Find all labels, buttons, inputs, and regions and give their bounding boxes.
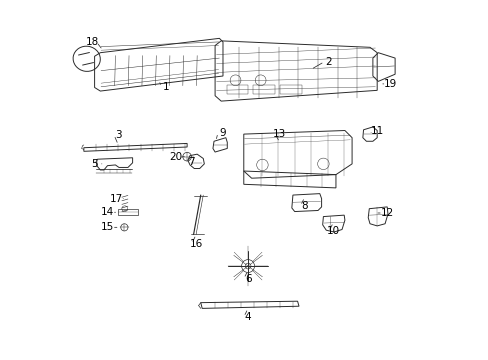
Text: 18: 18: [85, 37, 99, 47]
Text: 14: 14: [101, 207, 114, 217]
Text: 2: 2: [325, 57, 331, 67]
Text: 11: 11: [370, 126, 383, 135]
Text: 1: 1: [163, 82, 169, 92]
Text: 19: 19: [384, 79, 397, 89]
Text: 20: 20: [169, 152, 182, 162]
Text: 12: 12: [380, 208, 393, 218]
Bar: [253, 85, 274, 94]
Bar: [118, 209, 138, 215]
Text: 6: 6: [244, 274, 251, 284]
Text: 7: 7: [188, 157, 194, 167]
Text: 13: 13: [272, 129, 285, 139]
Text: 4: 4: [244, 312, 251, 322]
Text: 10: 10: [326, 226, 339, 236]
Text: 9: 9: [219, 128, 225, 138]
Text: 17: 17: [109, 194, 122, 204]
Text: 15: 15: [101, 222, 114, 232]
Bar: [226, 85, 247, 94]
Bar: [280, 85, 301, 94]
Text: 3: 3: [115, 130, 122, 140]
Text: 8: 8: [301, 201, 307, 211]
Text: 16: 16: [189, 239, 203, 249]
Text: 5: 5: [91, 159, 98, 169]
